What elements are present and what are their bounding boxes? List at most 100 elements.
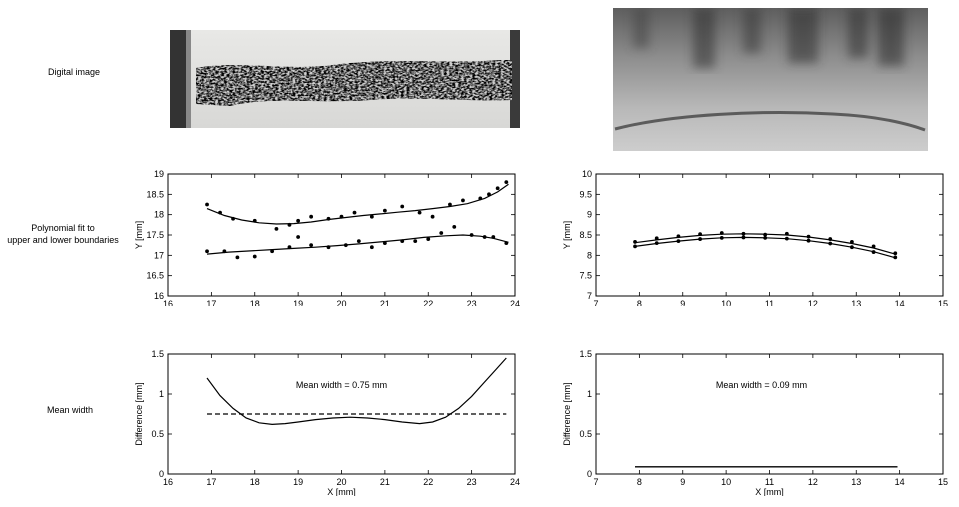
y-tick-label: 0: [159, 469, 164, 479]
data-point: [296, 235, 301, 239]
x-tick-label: 23: [467, 299, 477, 306]
y-axis-label: Difference [mm]: [134, 382, 144, 445]
difference-chart-right: 7 8 9 10 11 12 13 14 15 0 0.5 1 1.5 X [mm] Difference …: [562, 349, 948, 496]
data-point: [369, 245, 374, 250]
polynomial-fit-chart-left: 1617181920212223241616.51717.51818.519X …: [134, 169, 520, 306]
data-point: [452, 224, 457, 229]
y-tick-label: 9.5: [579, 189, 592, 199]
x-tick-label: 18: [250, 477, 260, 487]
row-label-digital-image: Digital image: [47, 67, 101, 77]
x-tick-label: 10: [721, 299, 731, 306]
data-point: [430, 214, 435, 219]
data-point: [504, 180, 509, 185]
y-tick-label: 9: [587, 210, 592, 220]
y-tick-label: 1: [587, 389, 592, 399]
plot-frame: [167, 353, 516, 475]
difference-line: [206, 357, 507, 426]
x-tick-label: 13: [851, 477, 861, 487]
data-point: [461, 198, 465, 203]
x-tick-label: 9: [680, 477, 685, 487]
upper-fit-line: [206, 183, 509, 225]
data-point: [400, 204, 405, 209]
data-point: [352, 210, 357, 215]
x-axis-label: X [mm]: [755, 487, 784, 496]
x-axis-label: X [mm]: [327, 487, 356, 496]
data-point: [252, 254, 257, 259]
plot-frame: [595, 353, 944, 475]
y-tick-label: 8.5: [579, 230, 592, 240]
y-tick-label: 16: [154, 291, 164, 301]
x-tick-label: 22: [423, 299, 433, 306]
x-tick-label: 16: [163, 477, 173, 487]
x-tick-label: 16: [163, 299, 173, 306]
y-tick-label: 0.5: [579, 429, 592, 439]
x-tick-label: 17: [206, 477, 216, 487]
y-tick-label: 19: [154, 169, 164, 179]
y-axis-label: Y [mm]: [134, 221, 144, 249]
y-tick-label: 0: [587, 469, 592, 479]
x-tick-label: 9: [680, 299, 685, 306]
y-tick-label: 8: [587, 250, 592, 260]
data-point: [270, 249, 274, 254]
lower-fit-line: [634, 236, 896, 259]
data-point: [309, 243, 314, 248]
x-tick-label: 17: [206, 299, 216, 306]
data-point: [309, 214, 314, 219]
x-tick-label: 11: [765, 299, 774, 306]
y-tick-label: 1.5: [151, 349, 164, 359]
row-label-mean-width: Mean width: [46, 405, 94, 415]
y-axis-label: Difference [mm]: [562, 382, 572, 445]
lower-fit-line: [206, 234, 509, 255]
data-point: [235, 255, 240, 260]
data-point: [633, 240, 637, 244]
y-tick-label: 18.5: [146, 189, 164, 199]
upper-fit-line: [634, 233, 896, 255]
y-tick-label: 16.5: [146, 271, 164, 281]
data-point: [439, 231, 444, 235]
row-label-polynomial-fit-line2: upper and lower boundaries: [7, 235, 119, 245]
x-tick-label: 19: [293, 299, 303, 306]
x-tick-label: 8: [637, 299, 642, 306]
x-tick-label: 8: [637, 477, 642, 487]
x-tick-label: 20: [336, 477, 346, 487]
plot-frame: [595, 173, 944, 297]
y-tick-label: 10: [582, 169, 592, 179]
y-tick-label: 7.5: [579, 271, 592, 281]
data-point: [274, 227, 279, 231]
x-tick-label: 15: [938, 299, 948, 306]
difference-chart-left: 16 17 18 19 20 21 22 23 24 0 0.5 1 1.5 X [mm] Differen…: [134, 349, 520, 496]
specimen-photo-right: [613, 8, 928, 151]
y-tick-label: 17: [154, 250, 164, 260]
mean-width-annotation: Mean width = 0.09 mm: [716, 380, 807, 390]
data-point: [413, 239, 418, 243]
x-tick-label: 22: [423, 477, 433, 487]
x-tick-label: 7: [593, 299, 598, 306]
x-tick-label: 12: [808, 299, 818, 306]
y-tick-label: 18: [154, 210, 164, 220]
y-tick-label: 17.5: [146, 230, 164, 240]
mean-width-annotation: Mean width = 0.75 mm: [296, 380, 387, 390]
x-tick-label: 18: [250, 299, 260, 306]
data-point: [448, 202, 452, 207]
specimen-photo-left: [170, 30, 520, 128]
x-tick-label: 21: [380, 299, 390, 306]
data-point: [369, 214, 374, 219]
x-tick-label: 12: [808, 477, 818, 487]
y-axis-label: Y [mm]: [562, 221, 572, 249]
row-label-polynomial-fit-line1: Polynomial fit to: [31, 223, 95, 233]
x-tick-label: 10: [721, 477, 731, 487]
x-tick-label: 19: [293, 477, 303, 487]
x-tick-label: 14: [895, 299, 905, 306]
y-tick-label: 0.5: [151, 429, 164, 439]
x-tick-label: 14: [895, 477, 905, 487]
data-point: [356, 239, 361, 243]
data-point: [495, 186, 500, 191]
x-tick-label: 23: [467, 477, 477, 487]
data-point: [382, 208, 387, 213]
data-point: [205, 202, 209, 207]
x-tick-label: 20: [336, 299, 346, 306]
y-tick-label: 1.5: [579, 349, 592, 359]
data-point: [296, 218, 301, 223]
x-tick-label: 24: [510, 299, 520, 306]
